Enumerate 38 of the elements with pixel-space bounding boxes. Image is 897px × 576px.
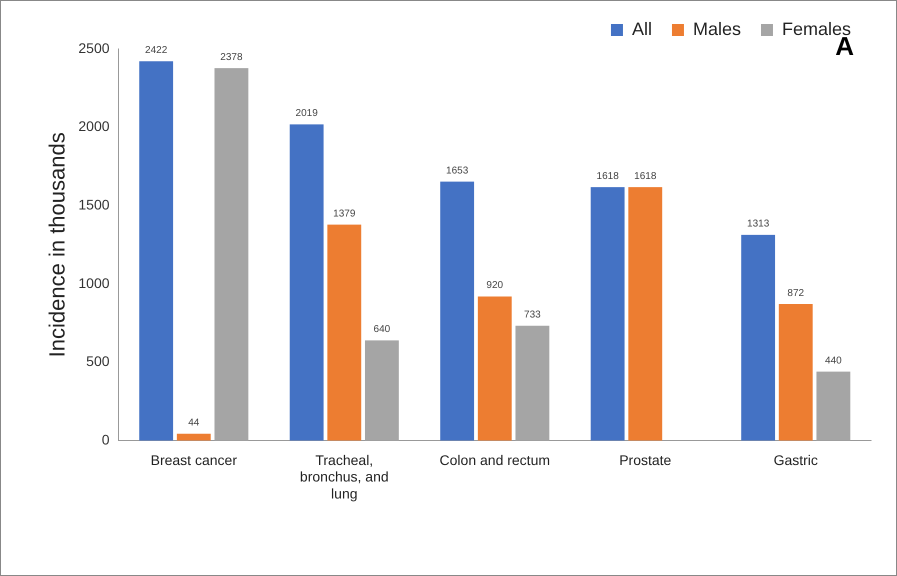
x-tick-label: Gastric	[774, 452, 818, 468]
data-label: 2019	[296, 108, 318, 120]
x-tick-label: Tracheal, bronchus, and lung	[300, 452, 389, 502]
data-label: 2422	[145, 44, 168, 56]
y-tick-label: 2500	[78, 40, 110, 56]
bar	[628, 187, 662, 441]
x-tick-label: Breast cancer	[150, 452, 238, 468]
data-label: 1379	[333, 208, 356, 220]
data-label: 640	[374, 324, 391, 336]
bar	[327, 224, 362, 441]
legend-label: Males	[692, 18, 741, 39]
data-label: 872	[787, 288, 805, 299]
data-label: 1653	[446, 165, 469, 176]
data-label: 2378	[220, 52, 243, 63]
y-tick-label: 1500	[78, 196, 110, 212]
x-tick-label: Prostate	[619, 452, 672, 468]
data-label: 44	[188, 417, 200, 428]
bar	[139, 61, 174, 441]
y-tick-label: 0	[102, 431, 110, 448]
bar	[590, 187, 625, 441]
bar	[290, 124, 324, 441]
data-label: 920	[486, 280, 504, 292]
bar	[478, 296, 512, 441]
y-tick-label: 500	[86, 353, 110, 370]
data-label: 733	[524, 310, 542, 321]
bar	[778, 304, 813, 441]
data-label: 1618	[634, 170, 657, 182]
x-tick-label: Colon and rectum	[440, 452, 550, 468]
legend-label: All	[632, 18, 652, 39]
y-tick-label: 1000	[78, 274, 110, 291]
data-label: 1313	[747, 218, 770, 230]
data-label: 1618	[596, 170, 620, 182]
y-axis-title: Incidence in thousands	[44, 132, 70, 358]
y-tick-label: 2000	[78, 118, 110, 134]
bar	[440, 182, 474, 441]
bar	[741, 234, 776, 441]
data-label: 440	[825, 355, 842, 366]
bar	[176, 434, 211, 441]
